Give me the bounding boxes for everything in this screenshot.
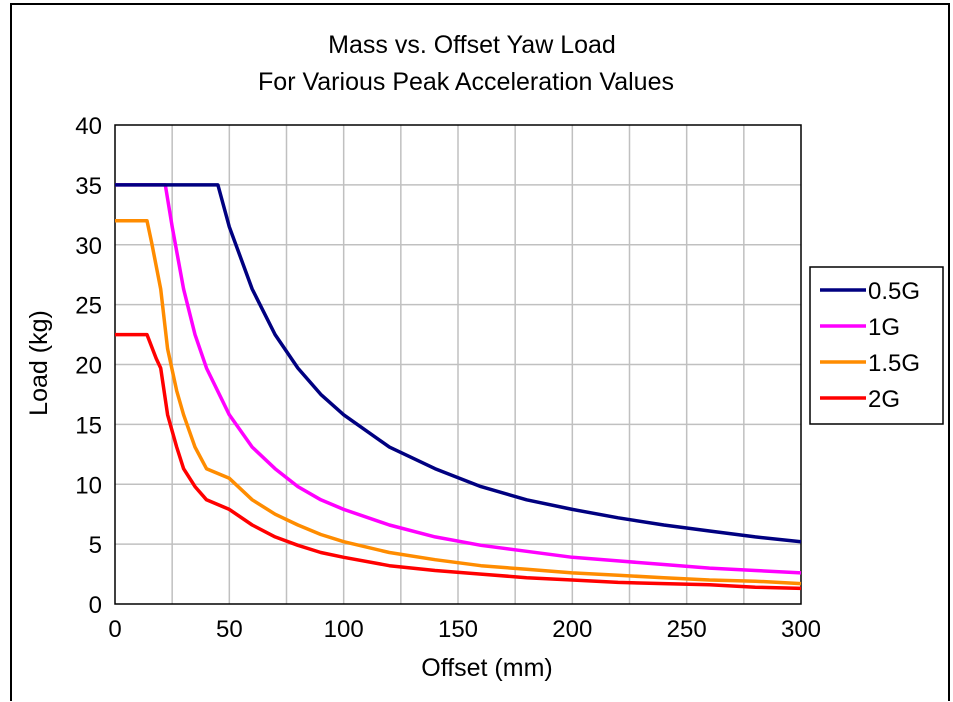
x-tick-label: 150 <box>438 616 478 643</box>
x-tick-label: 50 <box>216 616 243 643</box>
series-line-0-5g <box>115 183 802 544</box>
y-axis-label: Load (kg) <box>25 310 53 416</box>
y-tick-labels: 0 5 10 15 20 25 30 35 40 <box>75 113 102 619</box>
y-tick-label: 35 <box>75 173 102 200</box>
y-tick-label: 0 <box>89 592 102 619</box>
x-tick-label: 300 <box>781 616 821 643</box>
y-tick-label: 25 <box>75 293 102 320</box>
legend-label: 1G <box>868 314 900 341</box>
y-tick-label: 20 <box>75 353 102 380</box>
legend: 0.5G 1G 1.5G 2G <box>809 266 944 425</box>
chart-frame <box>10 3 950 701</box>
series-line-2g <box>115 332 802 591</box>
chart-subtitle: For Various Peak Acceleration Values <box>258 68 674 96</box>
chart-title: Mass vs. Offset Yaw Load <box>328 31 616 59</box>
x-tick-label: 250 <box>667 616 707 643</box>
y-tick-label: 30 <box>75 233 102 260</box>
x-tick-labels: 0 50 100 150 200 250 300 <box>108 616 821 643</box>
legend-label: 2G <box>868 386 900 413</box>
legend-label: 0.5G <box>868 278 920 305</box>
y-tick-label: 40 <box>75 113 102 140</box>
x-tick-label: 200 <box>552 616 592 643</box>
legend-label: 1.5G <box>868 350 920 377</box>
y-tick-label: 10 <box>75 472 102 499</box>
series-lines <box>115 183 802 591</box>
series-line-1-5g <box>115 219 802 586</box>
x-axis-label: Offset (mm) <box>421 654 552 682</box>
grid-lines <box>115 125 801 604</box>
series-line-1g <box>115 183 802 575</box>
x-tick-label: 0 <box>108 616 121 643</box>
y-tick-label: 15 <box>75 412 102 439</box>
plot-area <box>114 124 802 605</box>
y-tick-label: 5 <box>89 532 102 559</box>
x-tick-label: 100 <box>324 616 364 643</box>
